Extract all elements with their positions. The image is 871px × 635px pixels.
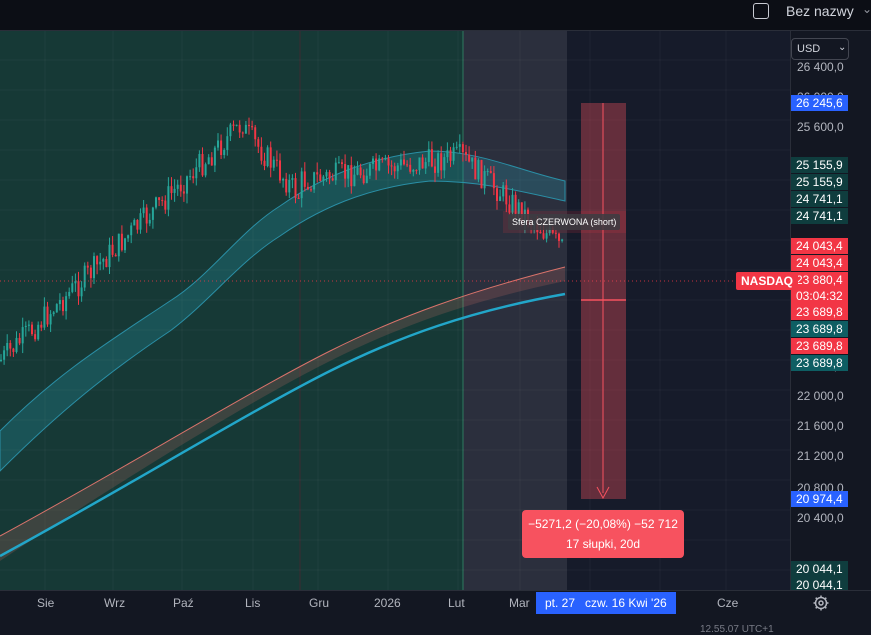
position-tool-label[interactable]: Sfera CZERWONA (short) [508, 214, 621, 230]
price-tick-label: 22 000,0 [797, 389, 844, 403]
time-axis[interactable] [0, 590, 871, 634]
price-axis-tag: 23 880,4 [791, 272, 848, 288]
price-tick-label: 20 400,0 [797, 511, 844, 525]
time-tick-label: Paź [173, 596, 194, 610]
time-range-start: pt. 27 [545, 596, 576, 610]
chevron-down-icon: ⌄ [838, 42, 847, 53]
price-tick-label: 21 600,0 [797, 419, 844, 433]
price-tick-label: 21 200,0 [797, 449, 844, 463]
measure-change: −5271,2 (−20,08%) −52 712 [528, 517, 678, 531]
time-tick-label: Gru [309, 596, 330, 610]
price-axis-tag: 24 043,4 [791, 255, 848, 271]
currency-selector[interactable]: USD ⌄ [791, 38, 849, 60]
price-axis-tag: 24 741,1 [791, 191, 848, 207]
price-axis-tag: 03:04:32 [791, 288, 848, 304]
price-tick-label: 26 400,0 [797, 60, 844, 74]
top-toolbar: Bez nazwy ⌄ [0, 0, 871, 31]
price-axis-tag: 23 689,8 [791, 304, 848, 320]
chart-pane[interactable] [0, 31, 790, 590]
time-range-end: czw. 16 Kwi '26 [585, 596, 667, 610]
price-chart[interactable] [0, 31, 790, 590]
price-axis-tag: 24 741,1 [791, 208, 848, 224]
price-axis-tag: 20 044,1 [791, 561, 848, 577]
measure-bars: 17 słupki, 20d [565, 537, 641, 551]
time-range-highlight [536, 592, 676, 614]
clock-readout: 12.55.07 UTC+1 [700, 624, 774, 635]
time-tick-label: Lis [245, 596, 261, 610]
price-axis-tag: 25 155,9 [791, 157, 848, 173]
time-tick-label: 2026 [374, 596, 401, 610]
layout-name[interactable]: Bez nazwy [786, 3, 854, 19]
neutral-background-zone [463, 31, 567, 590]
price-axis-tag: 25 155,9 [791, 174, 848, 190]
time-tick-label: Sie [37, 596, 55, 610]
chevron-down-icon[interactable]: ⌄ [862, 2, 871, 16]
price-axis-tag: 23 689,8 [791, 338, 848, 354]
price-tick-label: 25 600,0 [797, 120, 844, 134]
time-tick-label: Mar [509, 596, 530, 610]
price-axis-tag: 20 044,1 [791, 577, 848, 593]
gear-icon[interactable] [812, 594, 830, 612]
price-axis-tag: 23 689,8 [791, 321, 848, 337]
price-axis-tag: 24 043,4 [791, 238, 848, 254]
price-axis-tag: 23 689,8 [791, 355, 848, 371]
time-tick-label: Wrz [104, 596, 126, 610]
price-axis-tag: 20 974,4 [791, 491, 848, 507]
price-axis-tag: 26 245,6 [791, 95, 848, 111]
bull-background-zone [0, 31, 463, 590]
currency-label: USD [797, 43, 821, 55]
time-tick-label: Cze [717, 596, 739, 610]
symbol-price-tag: NASDAQ [736, 272, 799, 290]
measure-tooltip: −5271,2 (−20,08%) −52 712 17 słupki, 20d [522, 510, 684, 558]
time-tick-label: Lut [448, 596, 465, 610]
layout-checkbox[interactable] [753, 3, 769, 19]
